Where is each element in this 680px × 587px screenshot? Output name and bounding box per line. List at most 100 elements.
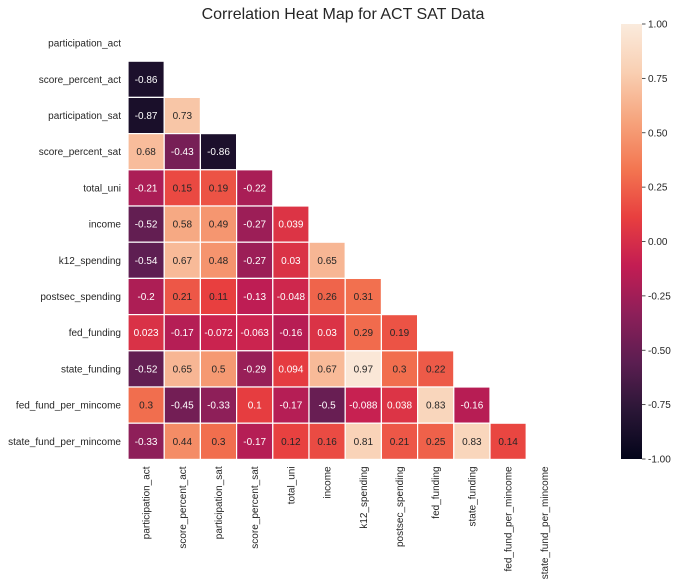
heatmap-cell [344,422,383,461]
heatmap-cell [308,241,346,279]
y-tick-label: total_uni [83,183,121,194]
x-tick-label: fed_fund_per_mincome [504,466,515,572]
heatmap-cell-label: -0.27 [243,220,266,231]
heatmap-cell-label: 0.03 [281,256,301,267]
heatmap-cell-label: 0.26 [317,292,337,303]
heatmap-cell-label: 0.29 [354,328,374,339]
colorbar: 1.00 0.75 0.50 0.25 0.00 -0.25 -0.50 -0.75 -1.00 [621,20,671,466]
heatmap-cell-label: 0.21 [390,437,410,448]
chart-title: Correlation Heat Map for ACT SAT Data [202,6,485,23]
heatmap-cell-label: 0.83 [426,401,446,412]
heatmap-cell [272,241,310,279]
heatmap-cell-label: 0.11 [209,292,228,303]
heatmap-cell-label: -0.21 [135,183,158,194]
heatmap-cell-label: -0.33 [207,401,230,412]
colorbar-tick-label: -0.75 [648,400,671,411]
heatmap-cell-label: -0.22 [243,183,266,194]
y-tick-label: k12_spending [59,256,121,267]
colorbar-tick-label: 0.75 [648,74,668,85]
x-tick-label: score_percent_act [178,466,189,548]
heatmap-cell-label: 0.12 [281,437,301,448]
y-tick-label: participation_act [48,39,121,50]
heatmap-cell-label: -0.54 [135,256,158,267]
heatmap-cell [308,350,346,388]
heatmap-cell [163,241,201,279]
y-tick-label: fed_fund_per_mincome [16,401,122,412]
heatmap-cell-label: 0.65 [317,256,337,267]
heatmap-cell-label: 0.16 [317,437,337,448]
heatmap-cell [453,386,491,424]
heatmap-cell [236,422,274,461]
y-tick-label: score_percent_act [39,75,121,86]
heatmap-cell [127,350,165,388]
heatmap-cell [127,386,165,424]
heatmap-cell-label: -0.86 [135,75,158,86]
heatmap-cell-label: -0.13 [243,292,266,303]
heatmap-cell-label: 0.65 [173,364,193,375]
heatmap-cell-label: -0.088 [349,401,378,412]
heatmap-cell-label: 0.31 [354,292,374,303]
y-tick-label: participation_sat [48,111,121,122]
heatmap-cell-label: 0.19 [390,328,410,339]
heatmap-cell [127,241,165,279]
heatmap-cell-label: 0.19 [209,183,229,194]
heatmap-cell [163,277,201,316]
y-tick-label: postsec_spending [40,292,121,303]
x-axis-tick-labels: participation_act score_percent_act partic… [142,466,551,579]
heatmap-cell-label: -0.16 [461,401,484,412]
heatmap-cell-label: -0.063 [241,328,270,339]
heatmap-cell-label: 0.67 [317,364,337,375]
heatmap-cell-label: -0.27 [243,256,266,267]
heatmap-cell [308,386,346,424]
heatmap-cell [163,386,201,424]
y-tick-label: income [89,220,122,231]
x-tick-label: participation_sat [214,466,225,539]
y-axis-tick-labels: participation_act score_percent_actpartic… [8,39,121,448]
heatmap-cell [308,422,346,461]
heatmap-cell-label: 0.97 [354,364,374,375]
x-tick-label: postsec_spending [395,466,406,547]
heatmap-cell-label: 0.67 [173,256,193,267]
heatmap-cell-label: 0.48 [209,256,229,267]
colorbar-tick-label: -0.25 [648,291,671,302]
heatmap-cell [163,422,201,461]
y-tick-label: state_funding [61,364,121,375]
heatmap-cell-label: 0.68 [136,147,156,158]
heatmap-cell-label: -0.52 [135,220,158,231]
heatmap-cell-label: -0.17 [280,401,303,412]
x-tick-label: state_funding [467,466,478,526]
heatmap-cell-label: -0.048 [277,292,306,303]
heatmap-cell-label: -0.2 [137,292,155,303]
heatmap-cell-label: 0.83 [462,437,482,448]
heatmap-cell [380,386,419,424]
heatmap-cell [308,277,346,316]
heatmap-cell-label: 0.023 [134,328,159,339]
heatmap-cell-label: 0.49 [209,220,229,231]
heatmap-cell-label: -0.87 [135,111,158,122]
heatmap-cell-label: -0.17 [243,437,266,448]
heatmap-cell [127,277,165,316]
x-tick-label: total_uni [286,466,297,504]
x-tick-label: state_fund_per_mincome [540,466,551,579]
x-tick-label: fed_funding [431,466,442,518]
x-tick-label: participation_act [142,466,153,539]
heatmap-cell-label: 0.3 [139,401,153,412]
heatmap-cell-label: 0.15 [173,183,193,194]
heatmap-cell-label: -0.43 [171,147,194,158]
heatmap-cell [236,169,274,207]
heatmap-cell [489,422,527,461]
y-tick-label: state_fund_per_mincome [8,437,121,448]
colorbar-tick-label: -0.50 [648,346,671,357]
heatmap-cell-label: 0.14 [498,437,518,448]
heatmap-cell-label: 0.3 [393,364,407,375]
heatmap-cell [199,133,238,171]
heatmap-cell [127,422,165,461]
heatmap-cell-label: 0.094 [278,364,303,375]
colorbar-tick-label: 0.50 [648,128,668,139]
heatmap-cell-label: 0.73 [173,111,193,122]
heatmap-cell-label: 0.039 [278,220,303,231]
x-tick-label: k12_spending [359,466,370,528]
heatmap-cell [272,386,310,424]
heatmap-cell [236,241,274,279]
